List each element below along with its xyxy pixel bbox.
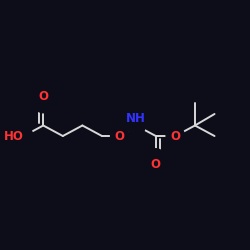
Circle shape — [127, 116, 146, 135]
Circle shape — [146, 149, 165, 167]
Circle shape — [34, 94, 52, 113]
Text: NH: NH — [126, 112, 146, 126]
Text: O: O — [170, 130, 180, 142]
Text: O: O — [115, 130, 125, 142]
Circle shape — [14, 127, 33, 145]
Circle shape — [166, 127, 185, 145]
Circle shape — [110, 127, 129, 145]
Text: O: O — [151, 158, 161, 171]
Text: O: O — [38, 90, 48, 104]
Text: HO: HO — [4, 130, 24, 142]
